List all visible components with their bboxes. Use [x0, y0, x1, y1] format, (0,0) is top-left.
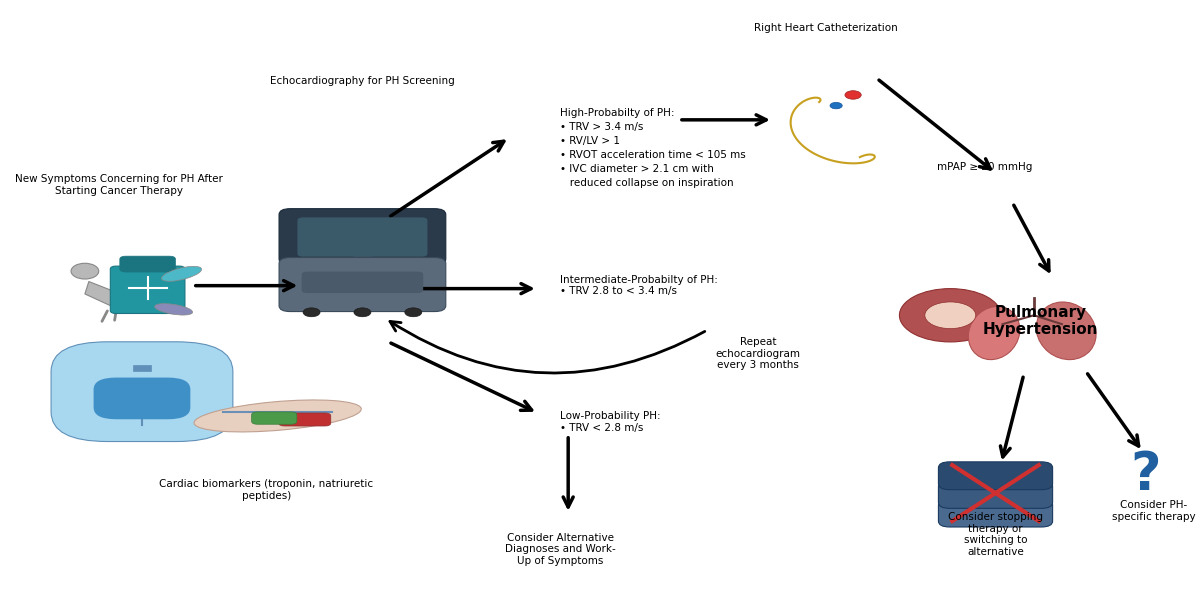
Ellipse shape [162, 267, 202, 281]
Circle shape [845, 90, 862, 99]
FancyBboxPatch shape [938, 481, 1052, 508]
Text: Pulmonary
Hypertension: Pulmonary Hypertension [983, 305, 1098, 337]
FancyBboxPatch shape [301, 271, 424, 293]
Text: Consider Alternative
Diagnoses and Work-
Up of Symptoms: Consider Alternative Diagnoses and Work-… [505, 533, 616, 566]
Circle shape [830, 102, 842, 109]
FancyBboxPatch shape [52, 342, 233, 441]
Ellipse shape [155, 303, 192, 315]
Text: New Symptoms Concerning for PH After
Starting Cancer Therapy: New Symptoms Concerning for PH After Sta… [16, 174, 223, 196]
Text: Consider stopping
therapy or
switching to
alternative: Consider stopping therapy or switching t… [948, 512, 1043, 557]
FancyBboxPatch shape [938, 462, 1052, 490]
Text: Repeat
echocardiogram
every 3 months: Repeat echocardiogram every 3 months [715, 337, 800, 370]
FancyBboxPatch shape [252, 412, 296, 424]
Ellipse shape [194, 400, 361, 432]
FancyBboxPatch shape [354, 256, 371, 270]
FancyBboxPatch shape [110, 266, 185, 314]
Text: Low-Probability PH:
• TRV < 2.8 m/s: Low-Probability PH: • TRV < 2.8 m/s [560, 411, 661, 433]
FancyBboxPatch shape [280, 209, 446, 265]
Text: High-Probabilty of PH:
• TRV > 3.4 m/s
• RV/LV > 1
• RVOT acceleration time < 10: High-Probabilty of PH: • TRV > 3.4 m/s •… [560, 108, 746, 188]
FancyArrowPatch shape [115, 311, 116, 320]
FancyBboxPatch shape [938, 499, 1052, 527]
FancyBboxPatch shape [94, 378, 191, 419]
Circle shape [404, 308, 421, 317]
Circle shape [925, 302, 976, 328]
Ellipse shape [968, 306, 1020, 359]
Text: Consider PH-
specific therapy: Consider PH- specific therapy [1112, 500, 1195, 521]
Ellipse shape [71, 263, 98, 279]
Text: mPAP ≥ 20 mmHg: mPAP ≥ 20 mmHg [936, 162, 1032, 172]
FancyBboxPatch shape [298, 217, 427, 256]
Text: Echocardiography for PH Screening: Echocardiography for PH Screening [270, 76, 455, 86]
Circle shape [354, 308, 371, 317]
Text: Intermediate-Probabilty of PH:
• TRV 2.8 to < 3.4 m/s: Intermediate-Probabilty of PH: • TRV 2.8… [560, 275, 718, 296]
Text: Right Heart Catheterization: Right Heart Catheterization [754, 23, 898, 33]
FancyBboxPatch shape [278, 413, 331, 426]
Ellipse shape [1037, 302, 1096, 359]
Circle shape [304, 308, 320, 317]
FancyBboxPatch shape [280, 258, 446, 312]
Bar [133, 365, 150, 371]
Circle shape [900, 289, 1001, 342]
FancyArrowPatch shape [112, 291, 127, 297]
FancyArrowPatch shape [102, 311, 107, 321]
Text: ?: ? [1130, 449, 1162, 501]
FancyBboxPatch shape [120, 256, 175, 272]
Polygon shape [85, 281, 120, 308]
Text: Cardiac biomarkers (troponin, natriuretic
peptides): Cardiac biomarkers (troponin, natriureti… [160, 479, 373, 501]
